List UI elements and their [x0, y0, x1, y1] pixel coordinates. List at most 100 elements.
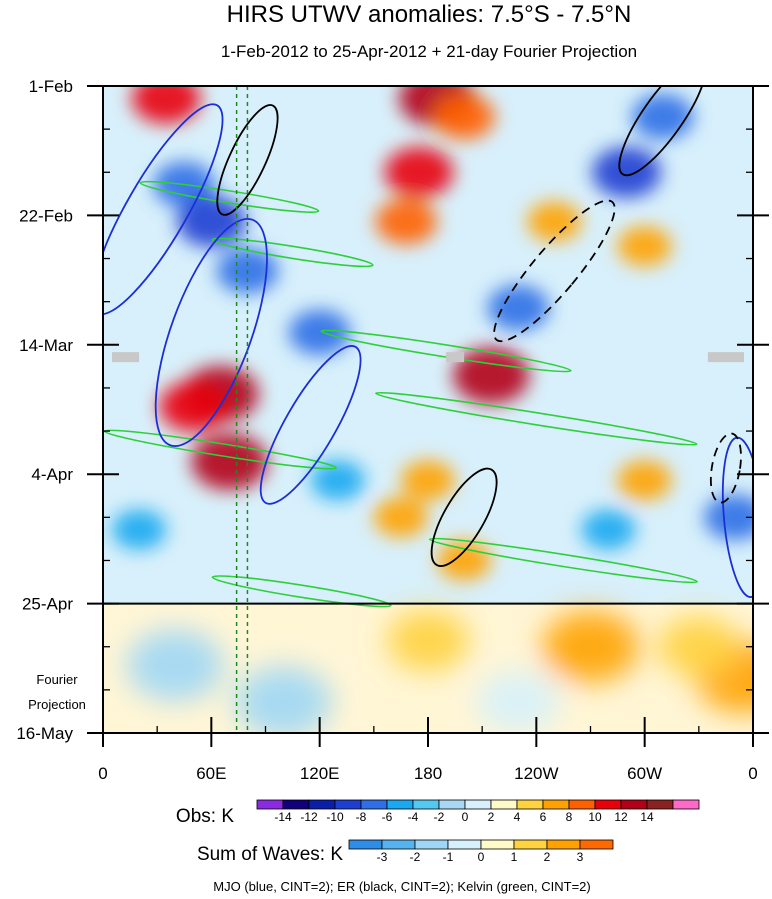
colorbar-swatch [360, 799, 388, 810]
colorbar-label: -4 [408, 810, 419, 824]
obs-anomaly-blob [592, 146, 662, 198]
obs-anomaly-blob [310, 460, 365, 501]
colorbar-label: -8 [356, 810, 367, 824]
colorbar-swatch [414, 839, 449, 850]
colorbar-swatch [282, 799, 310, 810]
colorbar-swatch [386, 799, 414, 810]
colorbar-swatch [546, 839, 581, 850]
colorbar-title: Obs: K [176, 806, 234, 827]
colorbar-swatch [438, 799, 466, 810]
wave-contours [103, 86, 753, 608]
colorbar-label: 12 [614, 810, 628, 824]
obs-anomaly-blob [487, 285, 550, 331]
colorbar-swatch [568, 799, 596, 810]
obs-colorbar: Obs: K -14 -12 -10 -8 -6 -4 -2 0 2 4 6 8 10 12 14 [176, 799, 700, 827]
colorbar-swatch [412, 799, 440, 810]
colorbar-label: 1 [511, 850, 518, 864]
colorbar-swatch [256, 799, 284, 810]
chart-title: HIRS UTWV anomalies: 7.5°S - 7.5°N [227, 1, 632, 28]
wave-anomaly-blob [542, 611, 639, 683]
obs-anomaly-blob [131, 86, 201, 124]
colorbar-swatch [348, 839, 383, 850]
y-tick-label: 1-Feb [29, 77, 73, 96]
obs-anomaly-blob [433, 94, 495, 140]
wave-anomaly-blob [657, 616, 741, 678]
colorbar-swatch [334, 799, 362, 810]
obs-anomaly-blob [400, 460, 456, 501]
plot-area [103, 86, 753, 733]
mjo-contour [154, 217, 268, 447]
obs-anomaly-blob [288, 309, 351, 356]
colorbar-swatch [447, 839, 482, 850]
kelvin-contour [211, 237, 374, 268]
x-tick-label: 0 [748, 764, 757, 783]
er-contour [430, 467, 498, 567]
obs-anomaly-blob [436, 540, 492, 581]
colorbar-swatch [516, 799, 544, 810]
kelvin-contour [320, 329, 572, 373]
projection-label-line1: Fourier [36, 672, 78, 687]
colorbar-title: Sum of Waves: K [197, 844, 343, 865]
obs-anomaly-blob [581, 509, 636, 550]
colorbar-label: 2 [488, 810, 495, 824]
mjo-contour [103, 103, 224, 316]
kelvin-contour [211, 575, 392, 608]
colorbar-label: -2 [410, 850, 421, 864]
projection-label-line2: Projection [28, 697, 86, 712]
chart-subtitle: 1-Feb-2012 to 25-Apr-2012 + 21-day Fouri… [221, 42, 637, 61]
x-tick-label: 60E [196, 764, 226, 783]
wave-anomaly-blob [235, 666, 332, 733]
missing-data-bands [112, 352, 744, 363]
mjo-contour [259, 345, 362, 505]
x-tick-label: 120W [514, 764, 558, 783]
colorbar-swatch [594, 799, 622, 810]
missing-data-band [112, 352, 140, 363]
kelvin-contour [375, 391, 698, 446]
y-tick-label: 4-Apr [31, 465, 73, 484]
x-tick-label: 180 [414, 764, 442, 783]
obs-anomaly-blob [527, 201, 582, 242]
colorbar-label: 4 [514, 810, 521, 824]
reference-longitudes [235, 86, 249, 733]
colorbar-swatch [672, 799, 700, 810]
y-tick-label: 22-Feb [19, 206, 73, 225]
colorbar-label: -2 [434, 810, 445, 824]
y-tick-label: 14-Mar [19, 336, 73, 355]
colorbar-swatch [480, 839, 515, 850]
y-tick-label: 25-Apr [22, 595, 73, 614]
colorbar-label: 8 [566, 810, 573, 824]
colorbar-swatch [308, 799, 336, 810]
colorbar-label: -6 [382, 810, 393, 824]
obs-anomaly-blob [617, 460, 672, 501]
colorbar-label: -12 [300, 810, 318, 824]
colorbar-swatch [381, 839, 416, 850]
wave-anomaly-blob [476, 671, 560, 733]
er-contour [493, 199, 616, 343]
er-contour [618, 86, 707, 177]
obs-anomaly-blob [384, 146, 454, 198]
y-tick-label: 16-May [16, 724, 73, 743]
wave-anomaly-blob [386, 609, 470, 672]
colorbar-label: -3 [377, 850, 388, 864]
obs-anomaly-blob [617, 226, 672, 267]
x-tick-label: 120E [300, 764, 340, 783]
obs-anomaly-blob [704, 494, 753, 541]
obs-anomaly-blob [373, 497, 429, 538]
colorbar-swatch [542, 799, 570, 810]
missing-data-band [707, 352, 744, 363]
wave-anomaly-blobs [126, 609, 753, 733]
obs-anomaly-blob [453, 347, 530, 404]
colorbar-swatch [464, 799, 492, 810]
waves-colorbar: Sum of Waves: K -3 -2 -1 0 1 2 3 [197, 839, 614, 865]
colorbar-label: -14 [274, 810, 292, 824]
colorbar-label: 2 [544, 850, 551, 864]
x-tick-label: 60W [627, 764, 662, 783]
colorbar-label: 0 [478, 850, 485, 864]
x-axis: 0 60E 120E 180 120W 60W 0 [98, 717, 758, 783]
colorbar-label: -10 [326, 810, 344, 824]
kelvin-contour [139, 180, 320, 214]
er-contour [216, 104, 279, 216]
colorbar-label: 0 [462, 810, 469, 824]
colorbar-label: 3 [577, 850, 584, 864]
